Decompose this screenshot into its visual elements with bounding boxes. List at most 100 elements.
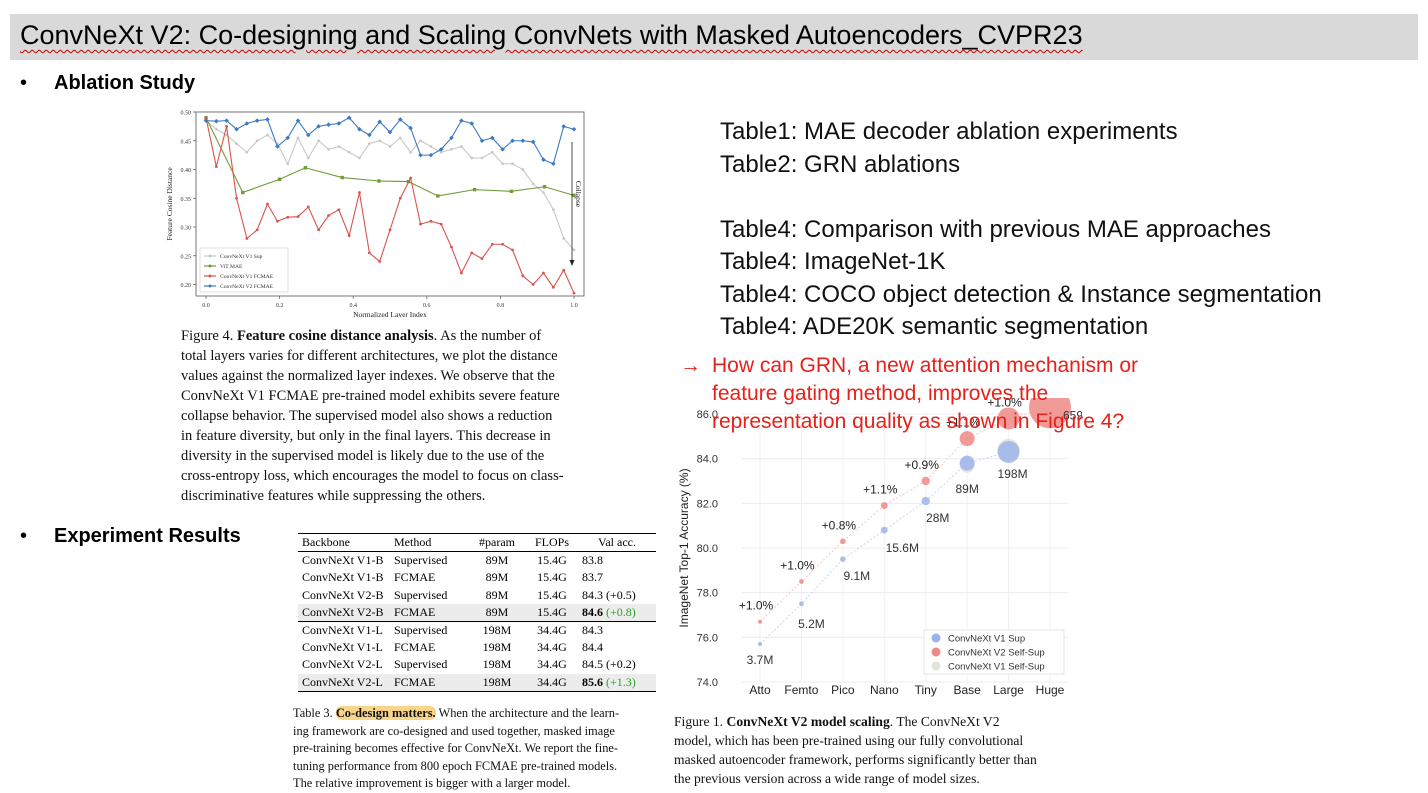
data-point: [317, 228, 321, 232]
table-value: 84.4: [582, 640, 603, 655]
data-point: [490, 242, 494, 246]
data-point: [265, 117, 270, 122]
x-tick-label: Pico: [831, 683, 855, 697]
y-axis-label: Feature Cosine Distance: [165, 167, 174, 241]
data-point: [459, 145, 463, 148]
data-point: [758, 642, 762, 647]
table-cell: 198M: [482, 657, 512, 672]
x-tick-label: Large: [993, 683, 1024, 697]
table-row: ConvNeXt V1-B Supervised 89M 15.4G 83.8: [298, 552, 656, 570]
data-point: [428, 152, 434, 158]
table-cell: FCMAE: [390, 673, 468, 692]
table-row: ConvNeXt V1-L Supervised 198M 34.4G 84.3: [298, 620, 656, 640]
data-point: [214, 118, 219, 124]
data-point: [480, 257, 484, 261]
data-point: [561, 124, 566, 129]
model-size-label: 659M: [1063, 408, 1082, 422]
table-cell: 89M: [485, 570, 509, 585]
data-point: [880, 502, 888, 509]
data-point: [959, 455, 975, 471]
model-size-label: 3.7M: [747, 653, 774, 667]
table-cell: 34.4G: [526, 673, 578, 692]
x-tick-label: Atto: [749, 683, 771, 697]
question-line: representation quality as shown in Figur…: [712, 410, 1125, 433]
table-row: ConvNeXt V2-L Supervised 198M 34.4G 84.5 (+0…: [298, 656, 656, 673]
data-point: [572, 291, 576, 295]
data-point: [214, 127, 218, 131]
data-point: [286, 215, 290, 219]
data-point: [551, 161, 556, 167]
table-header: #param: [468, 533, 526, 553]
y-tick-label: 0.35: [181, 197, 192, 203]
table-cell: ConvNeXt V2-L: [302, 657, 383, 672]
data-point: [275, 144, 280, 149]
figure4-caption-title: Feature cosine distance analysis: [236, 328, 434, 344]
table-cell: ConvNeXt V1-B: [302, 553, 384, 568]
table-value: 84.5: [582, 657, 603, 672]
data-point: [542, 271, 545, 275]
data-point: [255, 139, 259, 143]
table-cell: 198M: [468, 673, 526, 692]
y-tick-label: 0.45: [181, 139, 192, 145]
figure4-caption-line: ConvNeXt V1 FCMAE pre-trained model exhi…: [181, 388, 560, 404]
data-point: [511, 248, 514, 252]
note-item: Table4: COCO object detection & Instance…: [720, 280, 1322, 308]
table-cell: 84.5 (+0.2): [578, 656, 656, 673]
data-point: [997, 440, 1020, 463]
data-point: [225, 124, 229, 128]
y-tick-label: 0.50: [181, 111, 192, 117]
data-point: [378, 260, 382, 263]
table-cell: Supervised: [394, 553, 448, 568]
x-tick-label: 0.2: [276, 303, 284, 309]
bullet-experiment-results: • Experiment Results: [20, 525, 241, 548]
data-point: [358, 191, 361, 194]
model-size-label: 28M: [926, 511, 949, 525]
bullet-ablation-study: • Ablation Study: [20, 72, 195, 95]
table-header-row: Backbone Method #param FLOPs Val acc.: [298, 533, 656, 553]
data-point: [367, 132, 372, 138]
data-point: [327, 214, 330, 217]
figure4-caption-line: diversity in the supervised model is lik…: [181, 448, 545, 464]
y-tick-label: 86.0: [697, 409, 718, 421]
slide-title-bar: ConvNeXt V2: Co-designing and Scaling Co…: [10, 14, 1418, 60]
x-tick-label: 0.4: [349, 303, 357, 309]
table-cell: ConvNeXt V2-B: [298, 603, 390, 622]
x-axis-label: Normalized Layer Index: [353, 310, 427, 318]
data-point: [303, 166, 308, 170]
data-point: [266, 133, 269, 137]
legend-label: ConvNeXt V1 Sup: [220, 254, 263, 260]
data-point: [358, 156, 361, 160]
data-point: [295, 118, 301, 123]
data-point: [235, 142, 238, 146]
figure1-caption-line: The ConvNeXt V2: [896, 714, 1000, 729]
data-point: [306, 156, 310, 160]
y-tick-label: 84.0: [697, 454, 718, 466]
bullet-label: Experiment Results: [54, 525, 241, 547]
table3-caption-label: Table 3.: [293, 706, 333, 720]
data-point: [551, 208, 555, 212]
table-value: 85.6: [582, 674, 603, 689]
table-delta: (+1.3): [606, 674, 636, 689]
data-point: [419, 139, 422, 143]
table3-caption-line: The relative improvement is bigger with …: [293, 776, 571, 791]
data-point: [398, 196, 402, 200]
figure4-caption-line: collapse behavior. The supervised model …: [181, 408, 553, 424]
table-cell: ConvNeXt V2-L: [298, 673, 390, 692]
table-cell: 89M: [468, 603, 526, 622]
data-point: [214, 165, 218, 169]
data-point: [572, 193, 576, 198]
gain-label: +1.0%: [987, 398, 1022, 409]
notes-list: Table1: MAE decoder ablation experiments…: [720, 116, 1322, 344]
x-tick-label: 0.8: [497, 303, 505, 309]
figure1-chart: 74.0 76.0 78.0 80.0 82.0 84.0 86.0 Atto Femto Pic…: [677, 398, 1082, 697]
data-point: [419, 222, 422, 226]
note-item: Table1: MAE decoder ablation experiments: [720, 118, 1178, 145]
table-header: Method: [390, 533, 468, 553]
x-tick-label: Tiny: [915, 683, 937, 697]
data-point: [490, 150, 494, 154]
bullet-dot: •: [20, 72, 28, 94]
data-point: [408, 125, 413, 131]
data-point: [490, 135, 495, 141]
data-point: [450, 147, 453, 151]
figure4-caption-label: Figure 4.: [181, 328, 234, 344]
